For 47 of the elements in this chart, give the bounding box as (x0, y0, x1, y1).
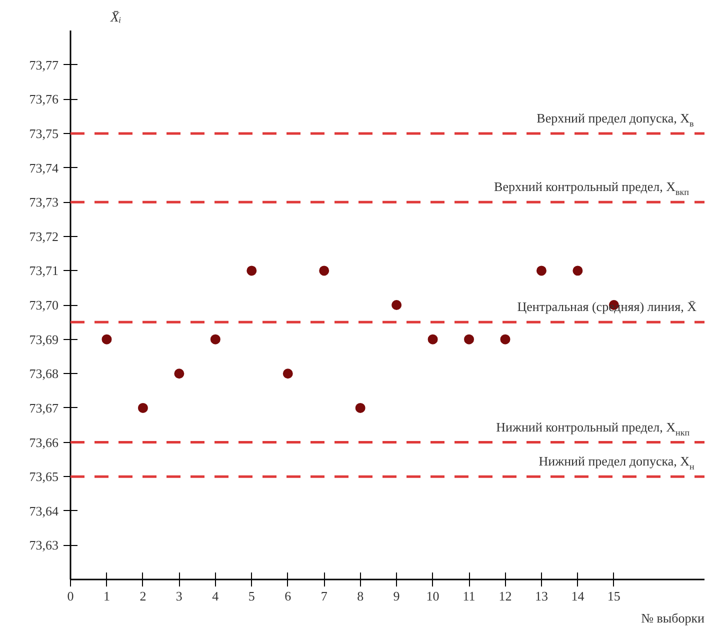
y-tick-label: 73,75 (29, 126, 58, 141)
x-tick-label: 4 (212, 588, 220, 604)
point (102, 334, 112, 344)
x-tick-label: 11 (462, 588, 476, 604)
x-tick-label: 13 (534, 588, 548, 604)
y-axis-title: X̄ᵢ (110, 10, 122, 26)
x-tick-label: 2 (140, 588, 146, 604)
x-tick-label: 10 (426, 588, 440, 604)
point (536, 266, 546, 276)
y-tick-label: 73,64 (29, 503, 59, 518)
x-tick-label: 15 (607, 588, 620, 604)
x-tick-label: 5 (248, 588, 255, 604)
x-tick-label: 12 (498, 588, 512, 604)
y-tick-label: 73,66 (29, 434, 59, 450)
point (500, 334, 510, 344)
x-tick-label: 9 (393, 588, 400, 604)
y-tick-label: 73,63 (29, 538, 58, 553)
x-tick-label: 8 (357, 588, 364, 604)
y-tick-label: 73,68 (29, 366, 58, 382)
point (319, 266, 330, 276)
x-axis-title: № выборки (641, 610, 705, 626)
y-tick-label: 73,70 (29, 298, 58, 312)
x-tick-label: 14 (571, 588, 585, 604)
point (138, 402, 148, 413)
point (246, 266, 257, 276)
x-tick-label: 1 (103, 588, 110, 604)
y-tick-label: 73,65 (29, 469, 58, 484)
x-tick-label: 6 (284, 588, 292, 604)
point (392, 300, 402, 310)
point (428, 334, 438, 344)
point (572, 266, 583, 276)
y-tick-label: 73,71 (29, 263, 58, 278)
y-tick-label: 73,72 (29, 228, 58, 244)
y-tick-label: 73,76 (29, 92, 59, 107)
y-tick-label: 73,69 (29, 332, 58, 347)
point (174, 368, 184, 379)
point (355, 402, 366, 413)
x-tick-label: 3 (176, 588, 182, 604)
x-tick-label: 7 (320, 588, 328, 604)
point (282, 368, 293, 379)
y-tick-label: 73,77 (29, 57, 59, 72)
point (210, 334, 220, 344)
x-tick-label: 0 (67, 588, 74, 604)
y-tick-label: 73,74 (29, 160, 59, 176)
point (464, 334, 474, 344)
y-tick-label: 73,67 (29, 400, 59, 416)
y-tick-label: 73,73 (29, 194, 58, 210)
